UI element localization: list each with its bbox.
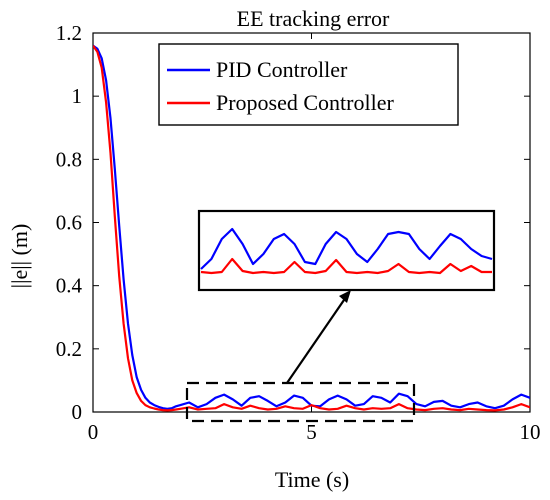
y-tick-label: 1.2 [56, 21, 82, 45]
legend-box [158, 43, 459, 126]
y-axis-title: ||e|| (m) [7, 224, 32, 289]
zoom-arrow-head [339, 290, 351, 303]
chart-title: EE tracking error [237, 6, 390, 31]
series-line-pid [93, 44, 530, 410]
x-axis-title: Time (s) [275, 467, 349, 492]
zoom-region-box [185, 381, 416, 423]
legend-label-0: PID Controller [216, 57, 348, 82]
y-tick-label: 1 [72, 84, 83, 108]
y-tick-label: 0.6 [56, 211, 82, 235]
legend-label-1: Proposed Controller [216, 90, 394, 115]
inset-line-pid [200, 227, 493, 270]
inset-layer [185, 209, 496, 423]
x-tick-label: 0 [88, 420, 99, 444]
x-tick-label: 5 [306, 420, 317, 444]
y-tick-label: 0.2 [56, 337, 82, 361]
x-tick-label: 10 [520, 420, 541, 444]
y-tick-label: 0.8 [56, 147, 82, 171]
y-tick-label: 0.4 [56, 274, 83, 298]
inset-line-proposed [200, 257, 492, 275]
series-layer [93, 44, 530, 412]
axis-ticks: 0 5 10 0 0.2 0.4 0.6 0.8 1 1.2 [56, 21, 541, 444]
series-line-proposed [93, 44, 530, 412]
legend: PID Controller Proposed Controller [158, 43, 459, 126]
inset-frame [197, 209, 496, 292]
y-tick-label: 0 [72, 400, 83, 424]
zoom-arrow-line [286, 299, 345, 384]
